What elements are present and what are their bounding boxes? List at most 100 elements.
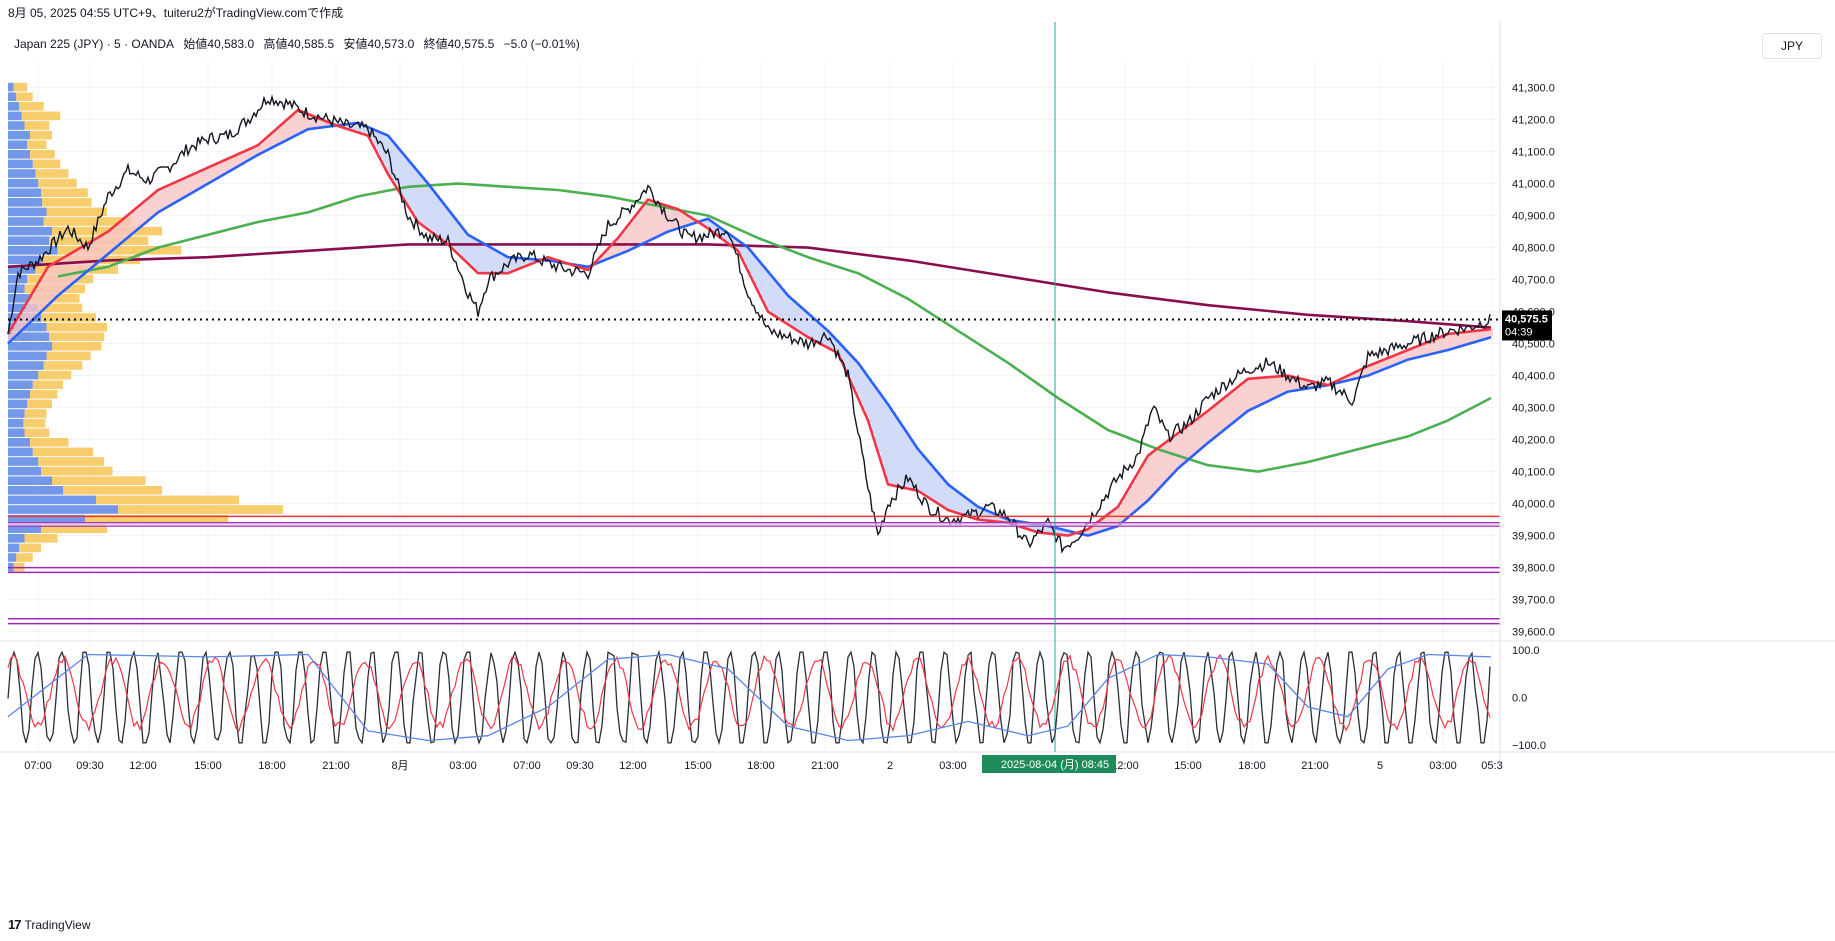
ema-ribbon-slice bbox=[1220, 401, 1223, 434]
ema-ribbon-slice bbox=[1388, 358, 1391, 368]
ema-ribbon-slice bbox=[1265, 377, 1268, 403]
vp-bar-down bbox=[32, 159, 61, 169]
ema-ribbon-slice bbox=[29, 298, 32, 324]
ema-ribbon-slice bbox=[1250, 378, 1253, 410]
ema-ribbon-slice bbox=[248, 149, 251, 161]
ema-ribbon-slice bbox=[1352, 373, 1355, 380]
vp-bar-up bbox=[8, 466, 41, 476]
ema-ribbon-slice bbox=[833, 336, 836, 351]
vp-bar-down bbox=[24, 121, 50, 130]
ema-ribbon-slice bbox=[1292, 376, 1295, 391]
price-tick-label: 40,000.0 bbox=[1512, 499, 1555, 511]
ema-ribbon-slice bbox=[623, 231, 626, 253]
ema-ribbon-slice bbox=[731, 235, 734, 246]
ema-ribbon-slice bbox=[854, 358, 857, 390]
time-tick-label: 15:00 bbox=[194, 760, 222, 772]
vp-bar-down bbox=[49, 332, 105, 341]
ema-ribbon-slice bbox=[1346, 376, 1349, 381]
ema-ribbon-slice bbox=[1469, 331, 1472, 344]
price-tick-label: 40,400.0 bbox=[1512, 371, 1555, 383]
osc-tick-label: 0.0 bbox=[1512, 693, 1527, 705]
ema-ribbon-slice bbox=[425, 180, 428, 228]
ema-ribbon-slice bbox=[323, 120, 326, 128]
time-tick-label: 07:00 bbox=[513, 760, 541, 772]
vp-bar-down bbox=[52, 342, 102, 351]
time-tick-label: 21:00 bbox=[811, 760, 839, 772]
vp-bar-down bbox=[46, 322, 107, 332]
ema-ribbon-slice bbox=[1133, 481, 1136, 514]
ema-ribbon-slice bbox=[1379, 361, 1382, 372]
ohlc-close: 終値40,575.5 bbox=[423, 37, 495, 51]
time-axis[interactable]: 07:00 09:30 12:00 15:00 18:00 21:00 8月 03:00 07:… bbox=[24, 755, 1503, 773]
ema-ribbon-slice bbox=[173, 183, 176, 204]
vp-bar-up bbox=[8, 217, 44, 226]
tradingview-footer[interactable]: 17 TradingView bbox=[8, 917, 91, 932]
vp-bar-down bbox=[35, 169, 69, 178]
price-axis[interactable]: 41,300.0 41,200.0 41,100.0 41,000.0 40,900.0… bbox=[1499, 20, 1555, 770]
ema-ribbon-slice bbox=[1154, 451, 1157, 494]
ema-ribbon-slice bbox=[260, 143, 263, 154]
ema-ribbon-slice bbox=[917, 447, 920, 491]
ema-ribbon-slice bbox=[242, 152, 245, 165]
vp-bar-up bbox=[8, 418, 24, 428]
vp-bar-down bbox=[96, 495, 239, 505]
ema-ribbon-slice bbox=[440, 198, 443, 239]
stoch-d-line bbox=[7, 653, 1491, 733]
ema-ribbon-slice bbox=[758, 259, 761, 292]
ema-ribbon-slice bbox=[782, 288, 785, 321]
ema-ribbon-slice bbox=[38, 283, 41, 315]
ema-ribbon-slice bbox=[1217, 403, 1220, 436]
ema-ribbon-slice bbox=[734, 237, 737, 248]
currency-button[interactable]: JPY bbox=[1762, 33, 1822, 59]
ema-ribbon-slice bbox=[710, 220, 713, 230]
price-tick-label: 40,800.0 bbox=[1512, 243, 1555, 255]
ema-ribbon-slice bbox=[848, 352, 851, 376]
vp-bar-up bbox=[8, 332, 50, 341]
ema-ribbon-slice bbox=[107, 232, 110, 255]
ema-ribbon-slice bbox=[143, 202, 146, 225]
ema-ribbon-slice bbox=[1391, 356, 1394, 367]
ema-ribbon-slice bbox=[1169, 439, 1172, 478]
time-tick-label: 12:00 bbox=[619, 760, 647, 772]
ema-ribbon-slice bbox=[857, 361, 860, 396]
ema-ribbon-slice bbox=[1484, 329, 1487, 340]
ema-ribbon-slice bbox=[821, 324, 824, 345]
ema-ribbon-slice bbox=[419, 172, 422, 223]
vp-bar-down bbox=[52, 476, 146, 485]
ema-ribbon-slice bbox=[509, 257, 512, 273]
ema-ribbon-slice bbox=[1247, 379, 1250, 412]
vp-bar-up bbox=[8, 342, 52, 351]
ema-ribbon-slice bbox=[1481, 330, 1484, 341]
ema-ribbon-slice bbox=[1187, 426, 1190, 461]
ema-ribbon-slice bbox=[257, 145, 260, 156]
ema-ribbon-slice bbox=[11, 328, 14, 341]
ema-ribbon-slice bbox=[95, 239, 98, 265]
vp-bar-up bbox=[8, 505, 118, 514]
ema-ribbon-slice bbox=[1121, 501, 1124, 524]
ema-ribbon-slice bbox=[899, 420, 902, 487]
ema-ribbon-slice bbox=[893, 411, 896, 486]
ema-ribbon-slice bbox=[986, 510, 989, 521]
ema-ribbon-slice bbox=[215, 164, 218, 180]
vp-bar-up bbox=[8, 102, 19, 111]
ema-ribbon-slice bbox=[746, 246, 749, 268]
ema-ribbon-slice bbox=[1286, 375, 1289, 393]
ema-ribbon-slice bbox=[941, 476, 944, 506]
symbol-name[interactable]: Japan 225 (JPY) · 5 · OANDA bbox=[14, 37, 175, 51]
ema-ribbon-slice bbox=[626, 227, 629, 252]
ema-ribbon-slice bbox=[236, 155, 239, 168]
ema-ribbon-slice bbox=[839, 342, 842, 356]
ema-ribbon-slice bbox=[836, 339, 839, 353]
ema-ribbon-slice bbox=[371, 128, 374, 142]
ema-ribbon-slice bbox=[1097, 522, 1100, 533]
ema-ribbon-slice bbox=[1214, 406, 1217, 438]
ema-ribbon-slice bbox=[161, 188, 164, 211]
vp-bar-down bbox=[46, 207, 107, 217]
ema-ribbon-slice bbox=[389, 136, 392, 176]
ema-ribbon-slice bbox=[506, 256, 509, 274]
vp-bar-up bbox=[8, 380, 33, 389]
ema-ribbon-slice bbox=[1475, 330, 1478, 342]
time-tick-label: 03:00 bbox=[449, 760, 477, 772]
price-line bbox=[7, 94, 1491, 554]
